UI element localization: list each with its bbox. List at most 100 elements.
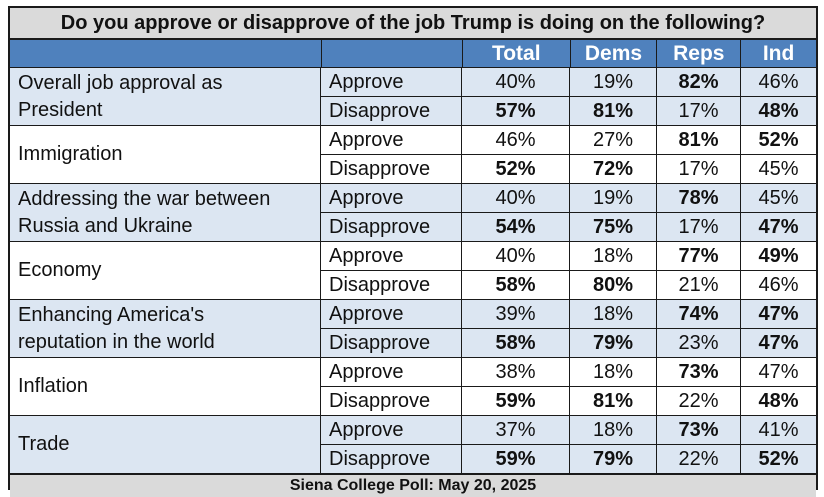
response-rows: Approve 40% 19% 82% 46% Disapprove 57% 81% 17% 48… — [321, 68, 816, 125]
value-cell-total: 52% — [461, 155, 569, 183]
topic-label: Inflation — [10, 358, 321, 415]
value-cell-ind: 48% — [740, 97, 816, 125]
value-cell-ind: 47% — [740, 358, 816, 386]
value-cell-dems: 80% — [569, 271, 656, 299]
value-cell-total: 39% — [461, 300, 569, 328]
topic-section: Immigration Approve 46% 27% 81% 52% Disapprove… — [10, 125, 816, 183]
response-rows: Approve 40% 19% 78% 45% Disapprove 54% 75% 17% 47… — [321, 184, 816, 241]
value-cell-ind: 52% — [740, 126, 816, 154]
value-cell-ind: 47% — [740, 300, 816, 328]
value-cell-dems: 19% — [569, 68, 656, 96]
table-title: Do you approve or disapprove of the job … — [10, 8, 816, 40]
response-label: Approve — [329, 244, 404, 267]
header-total: Total — [461, 40, 570, 67]
response-label: Disapprove — [329, 331, 431, 354]
value-cell-reps: 73% — [656, 358, 740, 386]
response-label: Approve — [329, 360, 404, 383]
table-row: Approve 37% 18% 73% 41% — [321, 416, 816, 444]
value-cell-reps: 21% — [656, 271, 740, 299]
column-header-row: Total Dems Reps Ind — [10, 40, 816, 67]
table-row: Approve 40% 19% 82% 46% — [321, 68, 816, 96]
response-label: Disapprove — [329, 389, 431, 412]
topic-label: Addressing the war between Russia and Uk… — [10, 184, 321, 241]
table-row: Approve 40% 19% 78% 45% — [321, 184, 816, 212]
topic-label: Trade — [10, 416, 321, 473]
table-row: Disapprove 59% 79% 22% 52% — [321, 444, 816, 473]
value-cell-reps: 22% — [656, 387, 740, 415]
value-cell-reps: 73% — [656, 416, 740, 444]
response-label: Approve — [329, 70, 404, 93]
value-cell-reps: 78% — [656, 184, 740, 212]
value-cell-dems: 18% — [569, 300, 656, 328]
value-cell-ind: 45% — [740, 184, 816, 212]
response-label: Disapprove — [329, 215, 431, 238]
value-cell-reps: 22% — [656, 445, 740, 473]
value-cell-ind: 41% — [740, 416, 816, 444]
value-cell-total: 59% — [461, 445, 569, 473]
header-blank-response — [322, 40, 462, 67]
topic-label: Immigration — [10, 126, 321, 183]
value-cell-ind: 52% — [740, 445, 816, 473]
topic-section: Enhancing America's reputation in the wo… — [10, 299, 816, 357]
response-rows: Approve 46% 27% 81% 52% Disapprove 52% 72% 17% 45… — [321, 126, 816, 183]
table-row: Approve 38% 18% 73% 47% — [321, 358, 816, 386]
value-cell-reps: 82% — [656, 68, 740, 96]
response-rows: Approve 39% 18% 74% 47% Disapprove 58% 79% 23% 47… — [321, 300, 816, 357]
response-rows: Approve 40% 18% 77% 49% Disapprove 58% 80% 21% 46… — [321, 242, 816, 299]
value-cell-reps: 74% — [656, 300, 740, 328]
table-row: Disapprove 58% 80% 21% 46% — [321, 270, 816, 299]
value-cell-ind: 46% — [740, 271, 816, 299]
topic-label: Overall job approval as President — [10, 68, 321, 125]
value-cell-reps: 81% — [656, 126, 740, 154]
value-cell-dems: 18% — [569, 358, 656, 386]
value-cell-reps: 17% — [656, 155, 740, 183]
poll-table: Do you approve or disapprove of the job … — [8, 6, 818, 497]
topic-section: Addressing the war between Russia and Uk… — [10, 183, 816, 241]
topic-section: Inflation Approve 38% 18% 73% 47% Disapprove 59… — [10, 357, 816, 415]
response-label: Approve — [329, 302, 404, 325]
header-ind: Ind — [740, 40, 816, 67]
value-cell-dems: 27% — [569, 126, 656, 154]
value-cell-ind: 48% — [740, 387, 816, 415]
response-label: Disapprove — [329, 447, 431, 470]
value-cell-ind: 47% — [740, 329, 816, 357]
value-cell-total: 46% — [461, 126, 569, 154]
topic-section: Trade Approve 37% 18% 73% 41% Disapprove 59% 79%… — [10, 415, 816, 473]
topic-label: Enhancing America's reputation in the wo… — [10, 300, 321, 357]
value-cell-ind: 46% — [740, 68, 816, 96]
topic-label: Economy — [10, 242, 321, 299]
table-row: Approve 40% 18% 77% 49% — [321, 242, 816, 270]
value-cell-total: 37% — [461, 416, 569, 444]
table-row: Approve 39% 18% 74% 47% — [321, 300, 816, 328]
response-label: Disapprove — [329, 273, 431, 296]
header-reps: Reps — [656, 40, 740, 67]
topic-section: Economy Approve 40% 18% 77% 49% Disapprove 58% 8… — [10, 241, 816, 299]
value-cell-reps: 17% — [656, 213, 740, 241]
value-cell-ind: 49% — [740, 242, 816, 270]
response-label: Approve — [329, 186, 404, 209]
value-cell-dems: 79% — [569, 329, 656, 357]
table-row: Disapprove 58% 79% 23% 47% — [321, 328, 816, 357]
value-cell-total: 40% — [461, 184, 569, 212]
value-cell-reps: 17% — [656, 97, 740, 125]
topic-section: Overall job approval as President Approve… — [10, 67, 816, 125]
value-cell-reps: 23% — [656, 329, 740, 357]
value-cell-dems: 18% — [569, 242, 656, 270]
value-cell-total: 54% — [461, 213, 569, 241]
header-dems: Dems — [569, 40, 657, 67]
value-cell-reps: 77% — [656, 242, 740, 270]
response-label: Disapprove — [329, 157, 431, 180]
value-cell-total: 59% — [461, 387, 569, 415]
response-label: Approve — [329, 128, 404, 151]
header-blank-topic — [10, 40, 323, 67]
value-cell-ind: 47% — [740, 213, 816, 241]
table-row: Disapprove 54% 75% 17% 47% — [321, 212, 816, 241]
value-cell-total: 38% — [461, 358, 569, 386]
value-cell-dems: 19% — [569, 184, 656, 212]
value-cell-total: 58% — [461, 329, 569, 357]
table-row: Approve 46% 27% 81% 52% — [321, 126, 816, 154]
response-label: Approve — [329, 418, 404, 441]
value-cell-dems: 72% — [569, 155, 656, 183]
value-cell-dems: 79% — [569, 445, 656, 473]
response-rows: Approve 37% 18% 73% 41% Disapprove 59% 79% 22% 52… — [321, 416, 816, 473]
